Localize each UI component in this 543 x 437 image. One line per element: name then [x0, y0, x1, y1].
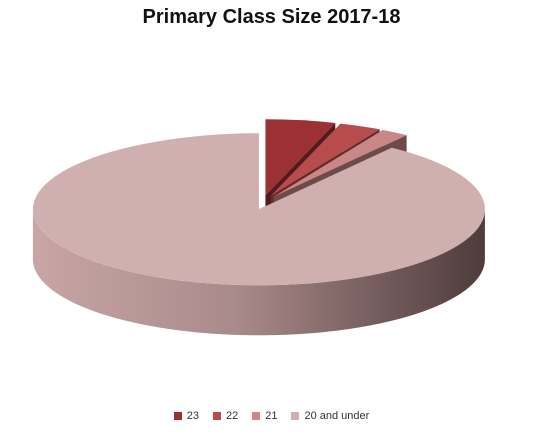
legend-label: 22	[225, 410, 239, 422]
legend-swatch	[212, 412, 221, 420]
legend-item-3: 20 and under	[291, 410, 369, 422]
pie-slice-3	[32, 133, 485, 336]
pie-slice-top-2	[273, 130, 407, 197]
legend-label: 21	[265, 410, 278, 422]
legend-swatch	[173, 412, 182, 420]
pie-slice-side-3	[32, 209, 485, 336]
legend-swatch	[252, 412, 261, 420]
legend-label: 23	[186, 410, 199, 422]
legend: 23 22 21 20 and under	[0, 410, 543, 422]
pie-slice-top-3	[32, 133, 485, 286]
pie-slice-top-0	[265, 119, 336, 196]
legend-label: 20 and under	[304, 410, 370, 422]
legend-item-2: 21	[252, 410, 277, 422]
legend-swatch	[291, 412, 300, 420]
legend-item-1: 22	[212, 410, 239, 422]
chart-title: Primary Class Size 2017-18	[142, 6, 401, 28]
pie-slice-top-1	[270, 123, 380, 196]
legend-item-0: 23	[173, 410, 199, 422]
